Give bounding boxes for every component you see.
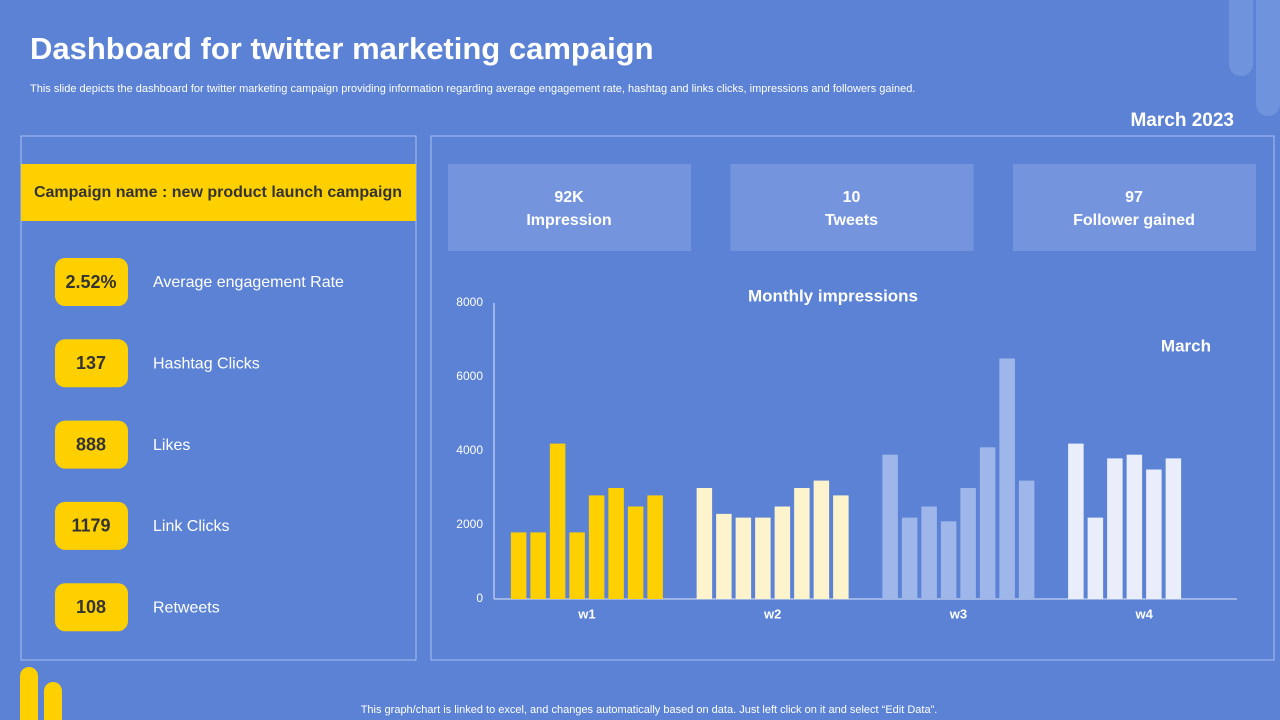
- bar: [549, 443, 566, 599]
- campaign-name: Campaign name : new product launch campa…: [34, 184, 402, 201]
- kpi-label: Impression: [526, 212, 611, 229]
- stat-label: Average engagement Rate: [153, 274, 344, 291]
- bar: [999, 358, 1015, 599]
- stat-value: 888: [76, 434, 106, 454]
- y-tick-label: 2000: [456, 517, 483, 531]
- kpi-box: [1013, 164, 1256, 251]
- kpi-label: Tweets: [825, 212, 878, 229]
- footer-note: This graph/chart is linked to excel, and…: [361, 704, 938, 716]
- bar: [774, 506, 791, 599]
- bar: [813, 480, 830, 599]
- bar: [627, 506, 644, 599]
- x-tick-label: w3: [949, 606, 967, 621]
- stat-badge: [55, 339, 128, 388]
- decor: [20, 667, 38, 720]
- bar: [588, 495, 605, 599]
- bar: [510, 532, 527, 599]
- bar: [1087, 517, 1104, 599]
- decor: [1229, 0, 1253, 76]
- bar: [1068, 443, 1084, 599]
- bar: [530, 532, 546, 599]
- bar: [1018, 480, 1035, 599]
- bar: [901, 517, 918, 599]
- stat-badge: [55, 258, 128, 306]
- stat-value: 137: [76, 353, 106, 373]
- bar: [569, 532, 585, 599]
- decor: [1256, 0, 1280, 116]
- kpi-box: [730, 164, 974, 251]
- period: March 2023: [1130, 110, 1234, 131]
- x-tick-label: w4: [1134, 606, 1153, 621]
- annotation: March: [1161, 336, 1211, 355]
- stat-label: Link Clicks: [153, 518, 229, 535]
- y-tick-label: 4000: [456, 443, 483, 457]
- bar: [833, 495, 849, 599]
- stat-label: Hashtag Clicks: [153, 356, 260, 373]
- bar: [921, 506, 937, 599]
- subtitle: This slide depicts the dashboard for twi…: [30, 83, 915, 95]
- title: Dashboard for twitter marketing campaign: [30, 31, 654, 66]
- stat-badge: [55, 501, 128, 550]
- stat-value: 1179: [71, 516, 110, 536]
- right-panel: [430, 135, 1275, 661]
- bar: [647, 495, 663, 599]
- bar: [1165, 458, 1182, 599]
- kpi-label: Follower gained: [1073, 212, 1195, 229]
- bar: [1146, 469, 1162, 599]
- stat-label: Likes: [153, 437, 190, 454]
- kpi-value: 92K: [554, 189, 584, 206]
- stat-value: 108: [76, 597, 106, 617]
- chart-title: Monthly impressions: [748, 286, 918, 305]
- bar: [755, 517, 771, 599]
- stat-badge: [55, 420, 128, 469]
- bar: [960, 488, 976, 599]
- bar: [696, 488, 713, 599]
- decor: [44, 682, 62, 720]
- bar: [735, 517, 752, 599]
- left-panel: [20, 135, 417, 661]
- bar: [794, 488, 810, 599]
- x-tick-label: w2: [763, 606, 781, 621]
- stat-label: Retweets: [153, 599, 220, 616]
- kpi-box: [448, 164, 691, 251]
- bar: [940, 521, 957, 599]
- stat-value: 2.52%: [65, 272, 116, 292]
- y-tick-label: 6000: [456, 369, 483, 383]
- bar: [1126, 454, 1143, 599]
- x-tick-label: w1: [577, 606, 595, 621]
- y-tick-label: 0: [476, 591, 483, 605]
- campaign-banner: [21, 164, 416, 221]
- stat-badge: [55, 583, 128, 632]
- bar: [608, 488, 624, 599]
- bar: [979, 447, 996, 599]
- kpi-value: 10: [843, 189, 861, 206]
- bar: [716, 513, 732, 599]
- y-tick-label: 8000: [456, 295, 483, 309]
- bar: [882, 454, 898, 599]
- bar: [1107, 458, 1123, 599]
- kpi-value: 97: [1125, 189, 1143, 206]
